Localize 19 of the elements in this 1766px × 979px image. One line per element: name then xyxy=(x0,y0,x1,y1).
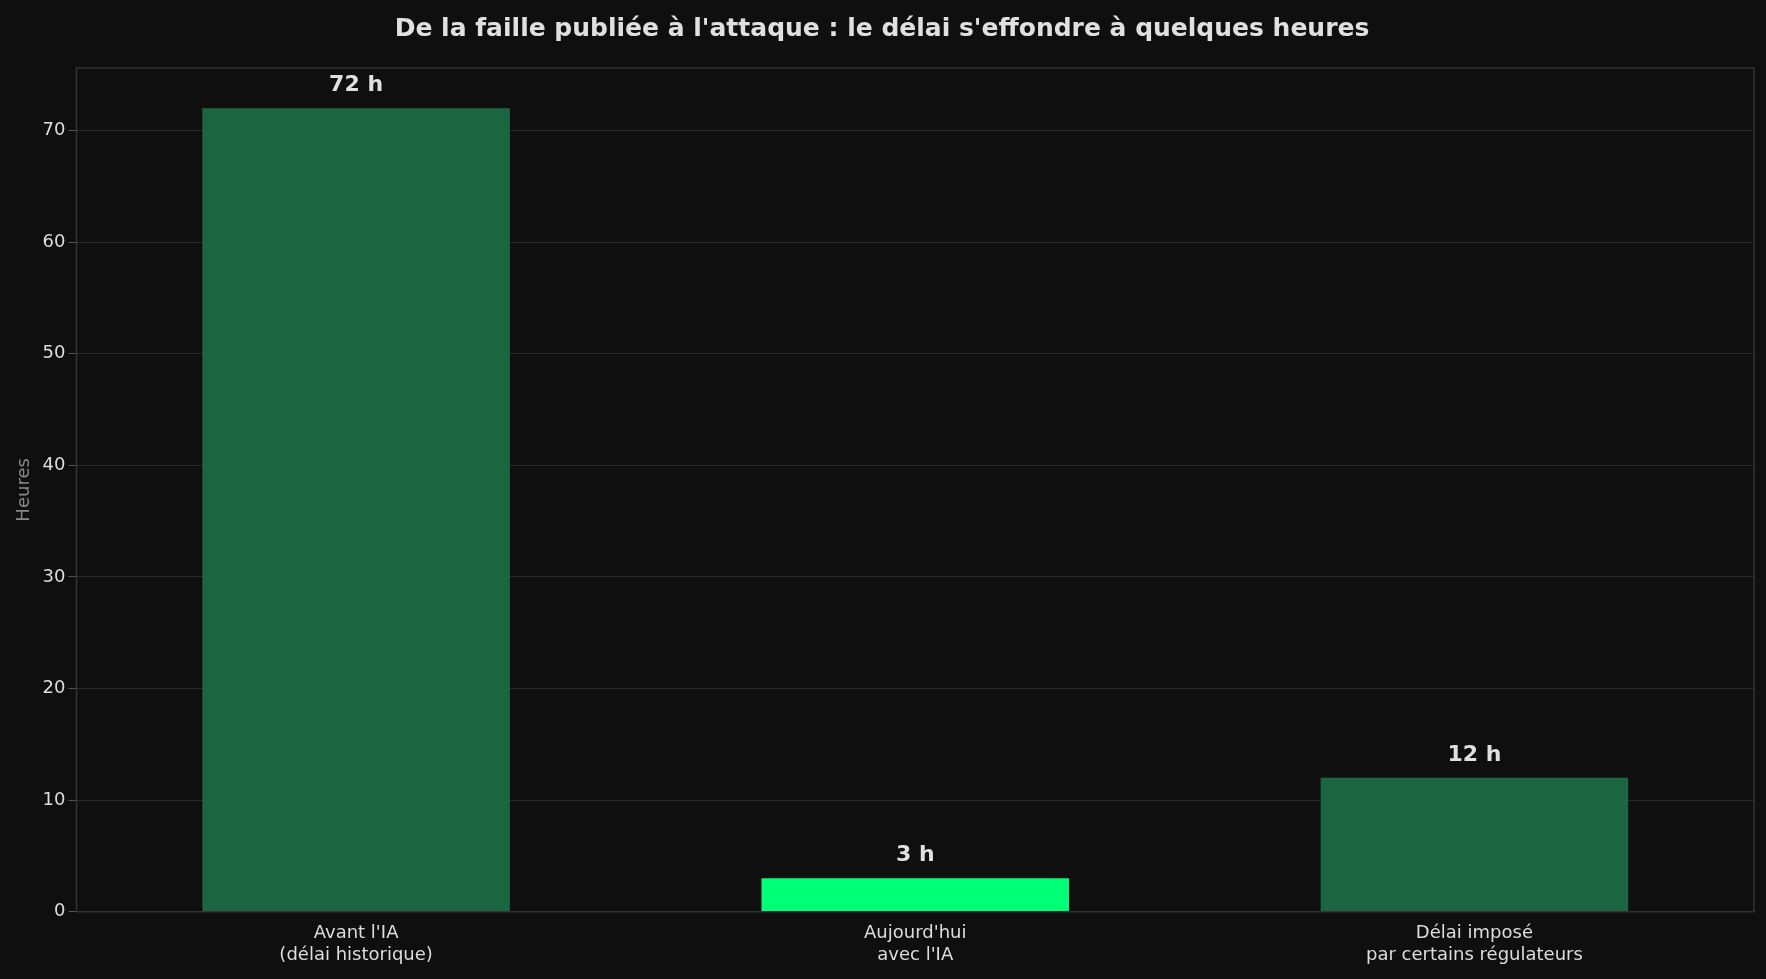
bar xyxy=(202,108,510,912)
x-tick-label: Aujourd'hui avec l'IA xyxy=(864,921,967,964)
y-tick-label: 0 xyxy=(54,899,66,921)
x-tick-label: Délai imposé par certains régulateurs xyxy=(1366,921,1583,964)
y-tick-label: 10 xyxy=(42,787,66,809)
y-tick-label: 70 xyxy=(42,118,66,140)
y-tick-label: 40 xyxy=(42,453,66,475)
y-axis-title: Heures xyxy=(12,458,34,522)
bar xyxy=(1320,777,1629,912)
data-label: 3 h xyxy=(895,841,935,867)
y-tick-label: 20 xyxy=(42,676,66,698)
x-tick-label: Avant l'IA (délai historique) xyxy=(279,921,433,964)
y-tick-label: 50 xyxy=(42,341,66,363)
y-tick-label: 60 xyxy=(42,229,66,251)
bar xyxy=(761,878,1070,912)
data-label: 72 h xyxy=(329,70,384,96)
chart-title: De la faille publiée à l'attaque : le délai s'effondre à quelques heures xyxy=(394,12,1370,42)
data-label: 12 h xyxy=(1447,740,1502,766)
y-tick-label: 30 xyxy=(42,564,66,586)
